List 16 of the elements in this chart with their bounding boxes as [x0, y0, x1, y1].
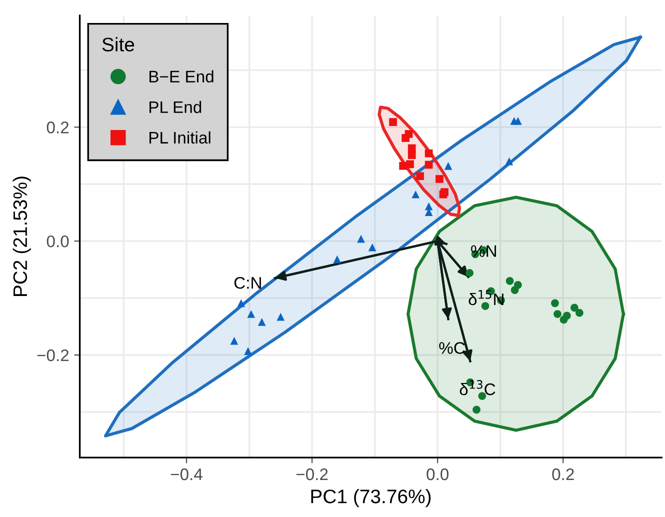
x-tick-label: 0.2	[552, 468, 574, 480]
x-tick-label: −0.2	[296, 468, 328, 480]
legend-label: PL Initial	[150, 131, 210, 144]
x-tick-label: 0.0	[426, 468, 449, 480]
legend-label: B−E End	[150, 70, 214, 83]
annotation: %C	[439, 342, 465, 354]
x-axis-title: PC1 (73.76%)	[311, 489, 431, 508]
x-tick-label: −0.4	[170, 468, 202, 480]
y-axis-title: PC2 (21.53%)	[12, 176, 31, 296]
y-tick-label: 0.0	[46, 235, 69, 248]
annotation: δ$^{13}$C	[460, 380, 496, 396]
legend-label: PL End	[150, 100, 202, 114]
legend-title: Site	[102, 37, 134, 52]
y-tick-label: −0.2	[37, 349, 69, 362]
annotation: C:N	[234, 276, 261, 289]
y-tick-label: 0.2	[46, 122, 69, 134]
